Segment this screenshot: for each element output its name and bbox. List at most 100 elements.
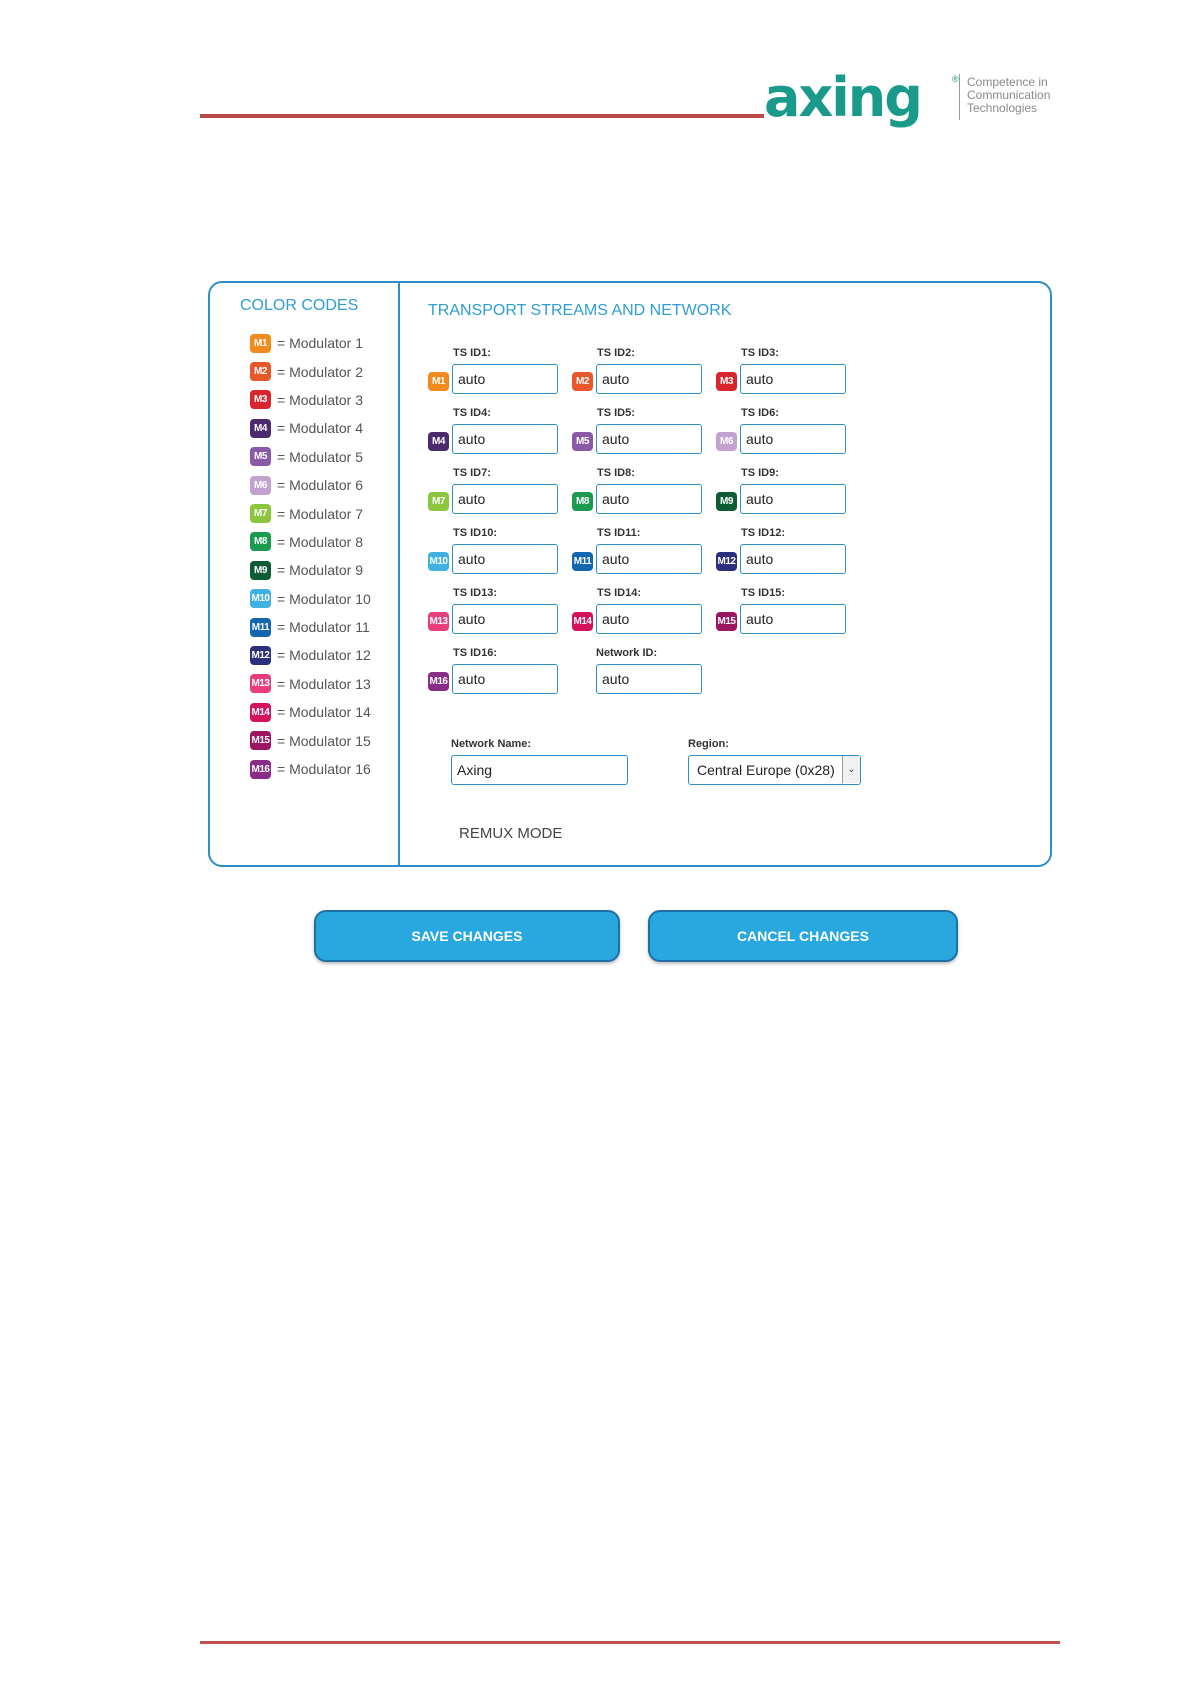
ts-id-input[interactable]: auto — [452, 664, 558, 694]
ts-id-label: TS ID15: — [741, 587, 786, 599]
modulator-badge: M5 — [250, 447, 271, 467]
ts-id-input[interactable]: auto — [452, 484, 558, 514]
network-id-field: Network ID: auto — [596, 647, 766, 697]
modulator-badge: M13 — [428, 612, 449, 631]
ts-id-label: TS ID11: — [597, 527, 641, 539]
network-id-label: Network ID: — [596, 647, 658, 659]
ts-id-input[interactable]: auto — [596, 484, 702, 514]
header-rule — [200, 114, 1060, 118]
modulator-badge: M14 — [572, 612, 593, 631]
ts-id-input[interactable]: auto — [740, 424, 846, 454]
ts-id-field: TS ID12: M12 auto — [716, 527, 886, 577]
ts-id-label: TS ID9: — [741, 467, 779, 479]
panel-divider — [398, 283, 400, 865]
ts-id-field: TS ID8: M8 auto — [572, 467, 742, 517]
ts-id-input[interactable]: auto — [452, 604, 558, 634]
modulator-badge: M6 — [716, 432, 737, 451]
ts-id-label: TS ID16: — [453, 647, 498, 659]
color-code-label: = Modulator 5 — [277, 448, 363, 465]
color-code-label: = Modulator 12 — [277, 647, 371, 664]
modulator-badge: M2 — [250, 362, 271, 382]
transport-streams-title: TRANSPORT STREAMS AND NETWORK — [428, 302, 732, 319]
modulator-badge: M5 — [572, 432, 593, 451]
modulator-badge: M10 — [428, 552, 449, 571]
modulator-badge: M12 — [716, 552, 737, 571]
save-changes-button[interactable]: SAVE CHANGES — [314, 910, 620, 962]
network-name-input[interactable]: Axing — [451, 755, 628, 785]
logo-wordmark: axing — [764, 66, 923, 129]
ts-id-label: TS ID3: — [741, 347, 779, 359]
color-code-row: M13 = Modulator 13 — [250, 670, 371, 698]
modulator-badge: M12 — [250, 645, 271, 665]
modulator-badge: M8 — [572, 492, 593, 511]
network-name-label: Network Name: — [451, 738, 532, 750]
cancel-changes-button[interactable]: CANCEL CHANGES — [648, 910, 958, 962]
modulator-badge: M9 — [250, 560, 271, 580]
color-code-label: = Modulator 14 — [277, 704, 371, 721]
color-code-label: = Modulator 13 — [277, 675, 371, 692]
color-code-row: M10 = Modulator 10 — [250, 585, 371, 613]
color-codes-list: M1 = Modulator 1 M2 = Modulator 2 M3 = Modula… — [250, 329, 371, 783]
region-selected-value: Central Europe (0x28) — [697, 762, 835, 778]
region-label: Region: — [688, 738, 729, 750]
logo-tagline-line: Communication — [967, 88, 1051, 102]
modulator-badge: M3 — [716, 372, 737, 391]
settings-panel: COLOR CODES M1 = Modulator 1 M2 = Modulator… — [208, 281, 1052, 867]
modulator-badge: M9 — [716, 492, 737, 511]
ts-id-label: TS ID7: — [453, 467, 491, 479]
ts-id-input[interactable]: auto — [596, 544, 702, 574]
region-select[interactable]: Central Europe (0x28) ⌄ — [688, 755, 861, 785]
modulator-badge: M15 — [716, 612, 737, 631]
color-code-label: = Modulator 3 — [277, 391, 363, 408]
remux-mode-heading[interactable]: REMUX MODE — [459, 825, 563, 842]
modulator-badge: M4 — [250, 418, 271, 438]
ts-id-label: TS ID5: — [597, 407, 635, 419]
modulator-badge: M2 — [572, 372, 593, 391]
logo-divider — [959, 74, 960, 120]
color-code-label: = Modulator 7 — [277, 505, 363, 522]
axing-logo: axing ® Competence in Communication Tech… — [764, 70, 1064, 126]
ts-id-input[interactable]: auto — [596, 424, 702, 454]
color-code-label: = Modulator 4 — [277, 420, 363, 437]
ts-id-label: TS ID14: — [597, 587, 642, 599]
ts-id-input[interactable]: auto — [740, 484, 846, 514]
network-id-input[interactable]: auto — [596, 664, 702, 694]
ts-id-field: TS ID5: M5 auto — [572, 407, 742, 457]
ts-id-input[interactable]: auto — [740, 604, 846, 634]
ts-id-field: TS ID4: M4 auto — [428, 407, 598, 457]
modulator-badge: M14 — [250, 702, 271, 722]
color-code-row: M15 = Modulator 15 — [250, 726, 371, 754]
color-code-label: = Modulator 10 — [277, 590, 371, 607]
color-code-label: = Modulator 16 — [277, 761, 371, 778]
ts-id-label: TS ID2: — [597, 347, 635, 359]
color-code-row: M16 = Modulator 16 — [250, 755, 371, 783]
modulator-badge: M6 — [250, 475, 271, 495]
ts-id-input[interactable]: auto — [740, 364, 846, 394]
ts-id-input[interactable]: auto — [596, 604, 702, 634]
color-code-row: M12 = Modulator 12 — [250, 641, 371, 669]
modulator-badge: M15 — [250, 731, 271, 751]
ts-id-label: TS ID12: — [741, 527, 786, 539]
chevron-down-icon[interactable]: ⌄ — [842, 756, 860, 783]
ts-id-field: TS ID10: M10 auto — [428, 527, 598, 577]
ts-id-input[interactable]: auto — [596, 364, 702, 394]
color-code-label: = Modulator 15 — [277, 732, 371, 749]
color-code-row: M11 = Modulator 11 — [250, 613, 371, 641]
ts-id-input[interactable]: auto — [452, 364, 558, 394]
ts-id-label: TS ID1: — [453, 347, 491, 359]
ts-id-input[interactable]: auto — [452, 424, 558, 454]
modulator-badge: M11 — [250, 617, 271, 637]
color-code-row: M9 = Modulator 9 — [250, 556, 371, 584]
ts-id-field: TS ID6: M6 auto — [716, 407, 886, 457]
ts-id-field: TS ID2: M2 auto — [572, 347, 742, 397]
modulator-badge: M11 — [572, 552, 593, 571]
ts-id-field: TS ID3: M3 auto — [716, 347, 886, 397]
ts-id-input[interactable]: auto — [740, 544, 846, 574]
modulator-badge: M1 — [250, 333, 271, 353]
ts-id-input[interactable]: auto — [452, 544, 558, 574]
color-code-row: M5 = Modulator 5 — [250, 443, 371, 471]
modulator-badge: M16 — [250, 759, 271, 779]
color-code-row: M14 = Modulator 14 — [250, 698, 371, 726]
ts-id-label: TS ID6: — [741, 407, 779, 419]
ts-id-label: TS ID4: — [453, 407, 491, 419]
